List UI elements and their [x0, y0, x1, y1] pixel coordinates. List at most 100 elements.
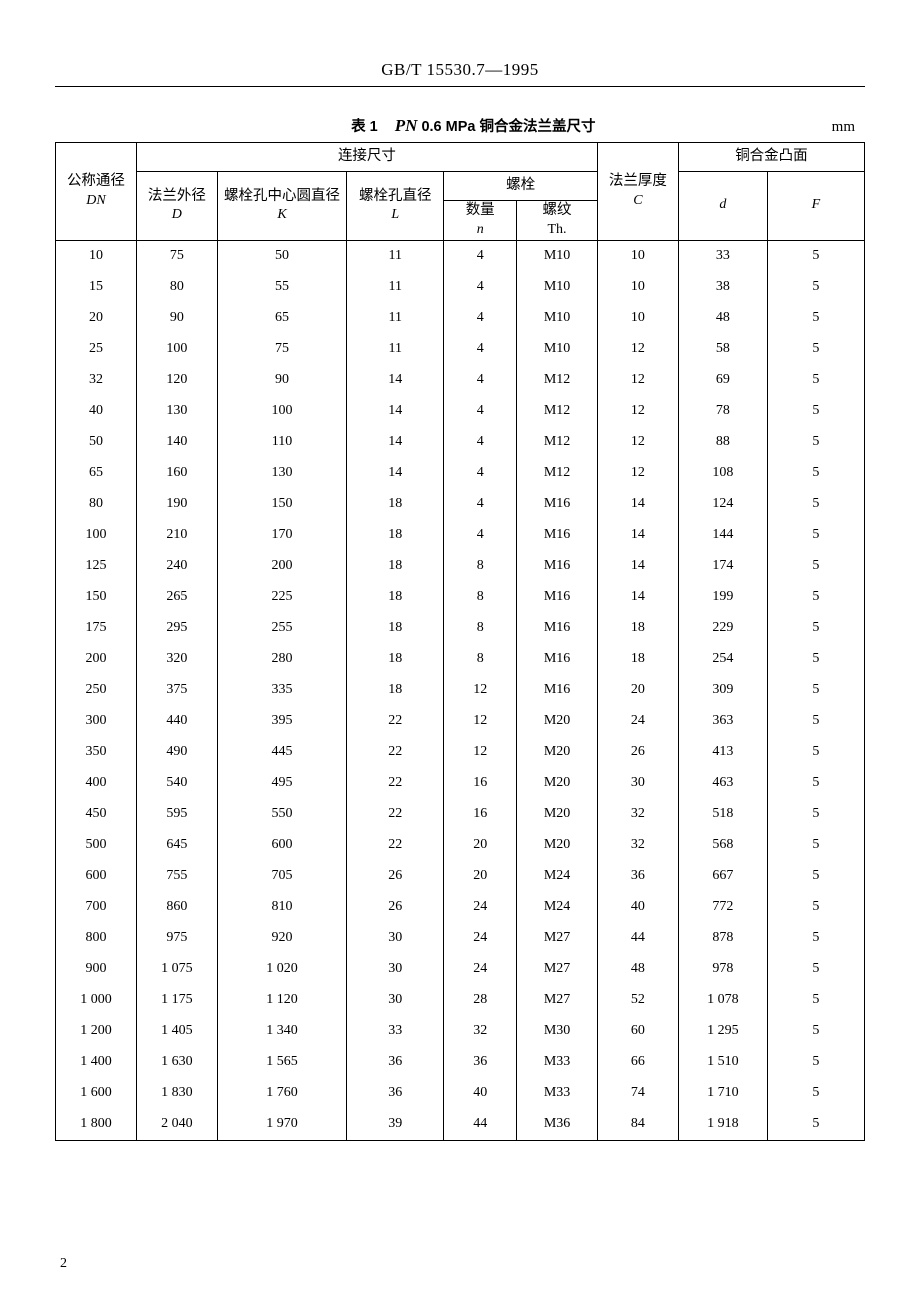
- hdr-th-l2: Th.: [548, 222, 567, 237]
- table-cell: 24: [444, 923, 517, 954]
- table-cell: 5: [767, 520, 864, 551]
- table-cell: 14: [347, 458, 444, 489]
- table-row: 4505955502216M20325185: [56, 799, 865, 830]
- table-cell: 40: [597, 892, 678, 923]
- table-cell: 280: [217, 644, 346, 675]
- table-cell: M10: [517, 272, 598, 303]
- table-cell: 150: [217, 489, 346, 520]
- hdr-k: 螺栓孔中心圆直径 K: [217, 172, 346, 241]
- table-cell: 24: [444, 892, 517, 923]
- table-cell: 375: [136, 675, 217, 706]
- table-cell: 22: [347, 706, 444, 737]
- table-cell: 265: [136, 582, 217, 613]
- table-cell: 300: [56, 706, 137, 737]
- table-cell: 800: [56, 923, 137, 954]
- table-cell: 667: [678, 861, 767, 892]
- table-cell: 39: [347, 1109, 444, 1141]
- table-cell: 1 020: [217, 954, 346, 985]
- table-cell: 14: [597, 551, 678, 582]
- hdr-group-face: 铜合金凸面: [678, 143, 864, 172]
- hdr-c: 法兰厚度 C: [597, 143, 678, 241]
- table-row: 4005404952216M20304635: [56, 768, 865, 799]
- table-cell: M16: [517, 675, 598, 706]
- table-cell: M33: [517, 1047, 598, 1078]
- table-cell: 18: [347, 520, 444, 551]
- table-cell: 4: [444, 489, 517, 520]
- table-cell: 978: [678, 954, 767, 985]
- table-cell: 463: [678, 768, 767, 799]
- table-cell: M24: [517, 861, 598, 892]
- table-row: 3504904452212M20264135: [56, 737, 865, 768]
- table-cell: 1 970: [217, 1109, 346, 1141]
- table-cell: 5: [767, 427, 864, 458]
- table-cell: 4: [444, 334, 517, 365]
- table-cell: 255: [217, 613, 346, 644]
- table-cell: 32: [597, 799, 678, 830]
- table-cell: 5: [767, 1078, 864, 1109]
- table-cell: 400: [56, 768, 137, 799]
- table-cell: 20: [597, 675, 678, 706]
- table-cell: 100: [217, 396, 346, 427]
- table-cell: 210: [136, 520, 217, 551]
- table-cell: 5: [767, 334, 864, 365]
- table-cell: 1 078: [678, 985, 767, 1016]
- table-cell: M16: [517, 644, 598, 675]
- table-cell: 1 340: [217, 1016, 346, 1047]
- table-cell: 5: [767, 240, 864, 272]
- table-cell: 48: [597, 954, 678, 985]
- table-cell: 1 400: [56, 1047, 137, 1078]
- table-cell: 36: [597, 861, 678, 892]
- table-cell: 48: [678, 303, 767, 334]
- table-cell: 58: [678, 334, 767, 365]
- table-cell: 1 800: [56, 1109, 137, 1141]
- hdr-D-l1: 法兰外径: [148, 188, 206, 204]
- hdr-L-l1: 螺栓孔直径: [359, 188, 432, 204]
- table-cell: 5: [767, 830, 864, 861]
- table-cell: 4: [444, 520, 517, 551]
- table-cell: 1 295: [678, 1016, 767, 1047]
- hdr-c-l2: C: [633, 193, 642, 208]
- table-cell: 130: [217, 458, 346, 489]
- table-row: 80190150184M16141245: [56, 489, 865, 520]
- table-cell: 22: [347, 830, 444, 861]
- table-cell: 30: [347, 923, 444, 954]
- table-cell: 24: [444, 954, 517, 985]
- table-cell: 32: [597, 830, 678, 861]
- table-cell: 5: [767, 1047, 864, 1078]
- table-cell: M24: [517, 892, 598, 923]
- table-cell: 920: [217, 923, 346, 954]
- table-cell: 1 510: [678, 1047, 767, 1078]
- table-cell: 5: [767, 365, 864, 396]
- table-cell: 225: [217, 582, 346, 613]
- table-cell: 32: [444, 1016, 517, 1047]
- hdr-n-l2: n: [477, 222, 484, 237]
- table-cell: 540: [136, 768, 217, 799]
- table-cell: 700: [56, 892, 137, 923]
- table-cell: 5: [767, 768, 864, 799]
- table-cell: 25: [56, 334, 137, 365]
- table-cell: 11: [347, 272, 444, 303]
- table-cell: 11: [347, 334, 444, 365]
- table-row: 3004403952212M20243635: [56, 706, 865, 737]
- table-cell: 26: [347, 861, 444, 892]
- table-cell: 10: [597, 303, 678, 334]
- table-row: 1 6001 8301 7603640M33741 7105: [56, 1078, 865, 1109]
- table-row: 1 0001 1751 1203028M27521 0785: [56, 985, 865, 1016]
- table-cell: 200: [56, 644, 137, 675]
- hdr-d-outer: 法兰外径 D: [136, 172, 217, 241]
- table-row: 8009759203024M27448785: [56, 923, 865, 954]
- table-row: 1 2001 4051 3403332M30601 2955: [56, 1016, 865, 1047]
- table-cell: 1 075: [136, 954, 217, 985]
- table-cell: M20: [517, 768, 598, 799]
- table-row: 7008608102624M24407725: [56, 892, 865, 923]
- table-cell: 12: [444, 675, 517, 706]
- table-cell: 1 565: [217, 1047, 346, 1078]
- table-cell: 160: [136, 458, 217, 489]
- table-cell: 363: [678, 706, 767, 737]
- hdr-th-l1: 螺纹: [543, 202, 572, 218]
- table-cell: 8: [444, 644, 517, 675]
- table-cell: M33: [517, 1078, 598, 1109]
- table-cell: 65: [217, 303, 346, 334]
- table-cell: 12: [444, 737, 517, 768]
- table-cell: 240: [136, 551, 217, 582]
